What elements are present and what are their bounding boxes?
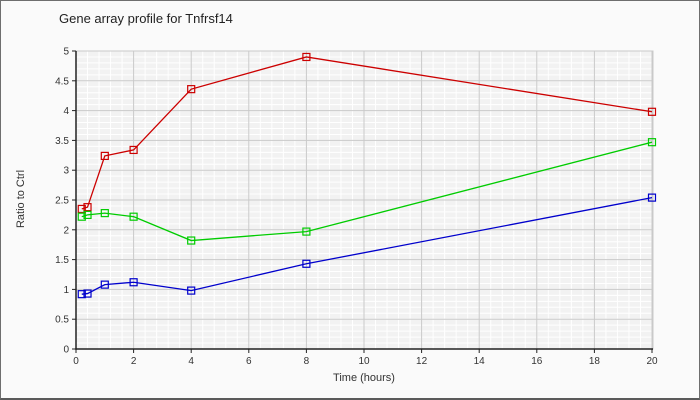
x-tick-label: 14 — [474, 356, 486, 367]
series-green-line — [81, 141, 653, 242]
series-green-marker — [83, 210, 92, 219]
x-tick-label: 2 — [131, 356, 137, 367]
series-red-line — [81, 56, 653, 210]
series-blue-marker — [129, 278, 138, 287]
x-tick-label: 16 — [531, 356, 543, 367]
y-tick-label: 0.5 — [55, 315, 69, 326]
series-blue-marker — [100, 280, 109, 289]
series-red-marker — [100, 151, 109, 160]
series-red-marker — [302, 52, 311, 62]
x-tick-label: 6 — [246, 356, 252, 367]
x-tick-label: 8 — [304, 356, 310, 367]
x-tick-label: 10 — [358, 356, 370, 367]
y-tick-label: 4.5 — [55, 76, 69, 87]
series-blue-marker — [647, 193, 657, 202]
series-red-marker — [129, 145, 138, 155]
y-tick-label: 2 — [63, 225, 69, 236]
y-axis-title: Ratio to Ctrl — [15, 169, 27, 229]
x-tick-label: 18 — [589, 356, 601, 367]
series-blue-line — [81, 196, 653, 295]
series-green-marker — [129, 212, 138, 221]
series-red-marker — [187, 85, 196, 94]
series-red-marker — [647, 107, 657, 116]
y-tick-label: 3.5 — [55, 136, 69, 147]
x-axis-title: Time (hours) — [333, 372, 395, 384]
series-red-marker — [77, 204, 86, 214]
series-green-marker — [77, 212, 86, 221]
x-tick-label: 20 — [646, 356, 658, 367]
y-tick-label: 1.5 — [55, 255, 69, 266]
y-tick-label: 4 — [63, 106, 69, 117]
x-tick-label: 12 — [416, 356, 428, 367]
series-green-marker — [187, 236, 196, 245]
y-tick-label: 2.5 — [55, 196, 69, 207]
series-green-marker — [647, 138, 657, 147]
x-tick-label: 4 — [188, 356, 194, 367]
series-green-marker — [302, 227, 311, 236]
series-blue-marker — [83, 289, 92, 298]
series-red-marker — [83, 203, 92, 212]
series-green-marker — [100, 209, 109, 218]
series-blue-marker — [187, 286, 196, 295]
y-tick-label: 0 — [63, 345, 69, 356]
y-tick-label: 1 — [63, 285, 69, 296]
y-tick-label: 3 — [63, 166, 69, 177]
chart-title: Gene array profile for Tnfrsf14 — [59, 11, 233, 26]
series-blue-marker — [302, 259, 311, 268]
y-tick-label: 5 — [63, 47, 69, 58]
series-blue-marker — [77, 290, 86, 299]
x-tick-label: 0 — [73, 356, 79, 367]
